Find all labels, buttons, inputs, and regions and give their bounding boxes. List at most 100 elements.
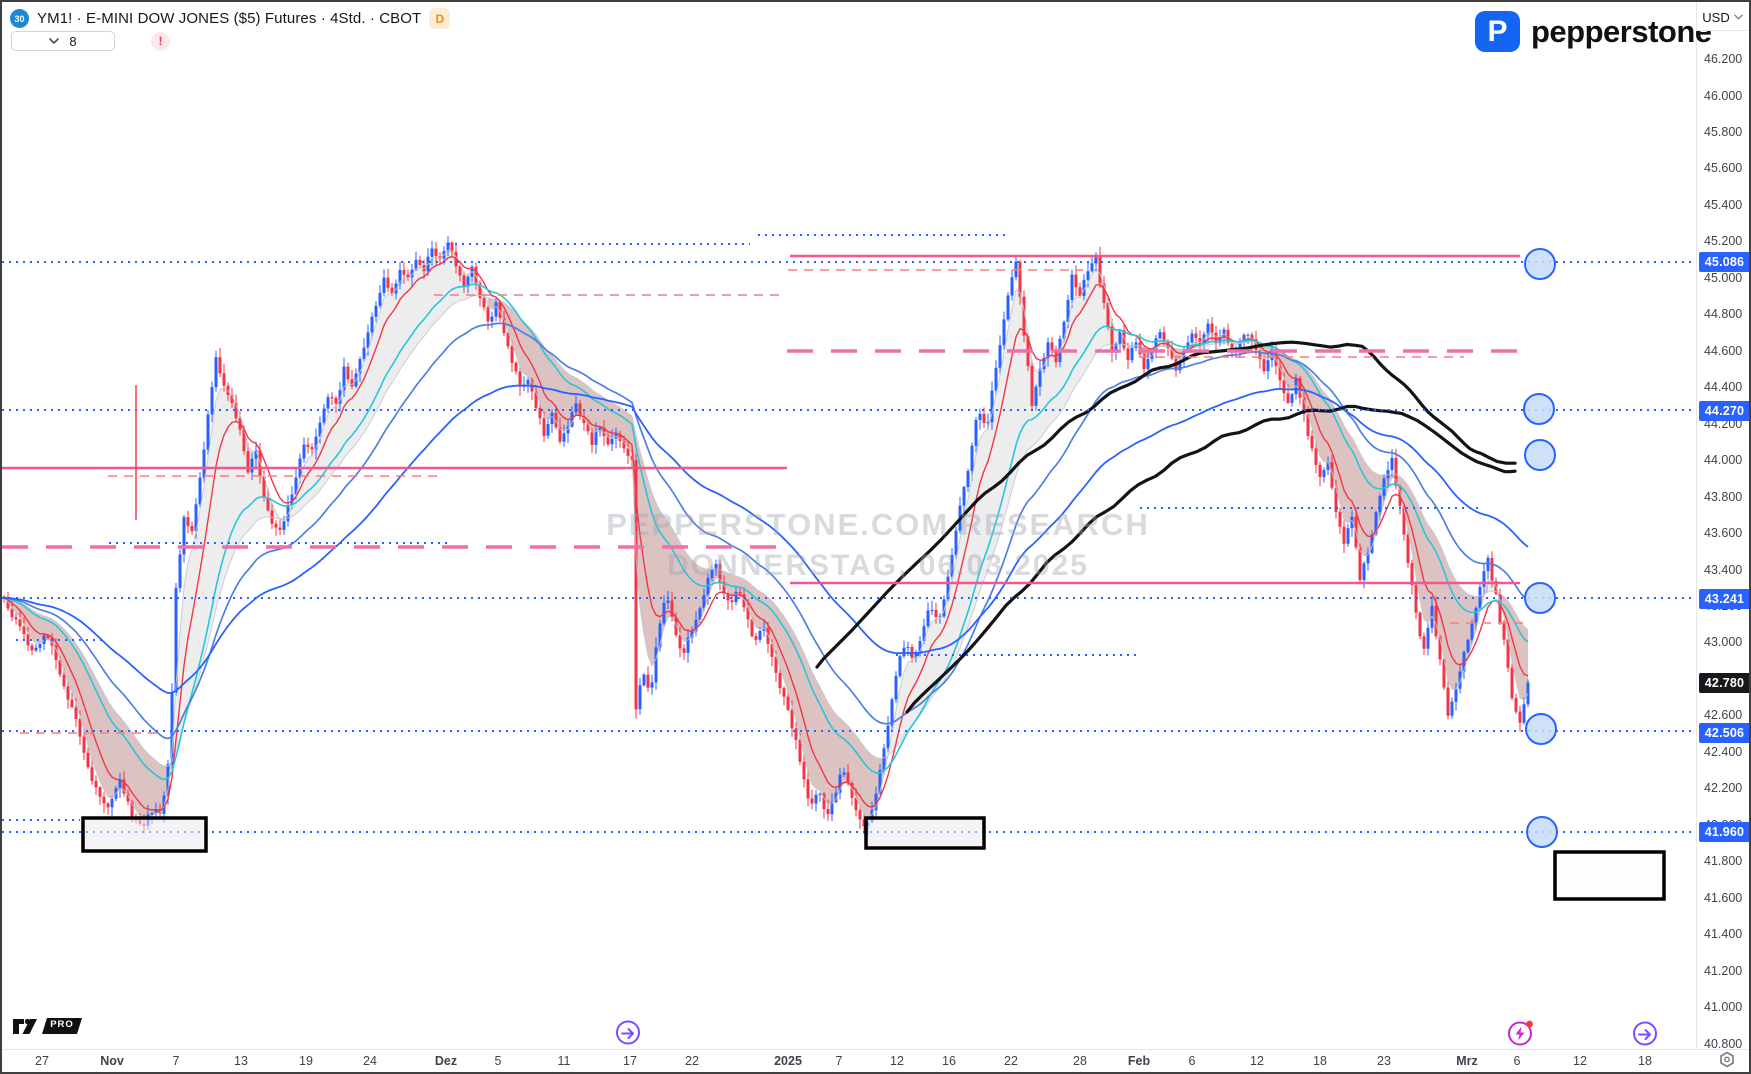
level-circle-marker[interactable] <box>1526 816 1558 848</box>
bars-count-value: 8 <box>69 33 77 49</box>
level-circle-marker[interactable] <box>1524 582 1556 614</box>
ma-cloud-bear <box>8 297 1528 820</box>
last-price-label: 42.780 <box>1699 672 1749 693</box>
time-tick: 16 <box>942 1054 956 1068</box>
time-tick: 18 <box>1638 1054 1652 1068</box>
time-tick: 7 <box>835 1054 843 1068</box>
level-price-label: 44.270 <box>1699 400 1749 421</box>
price-tick: 43.600 <box>1704 526 1743 540</box>
time-tick: Nov <box>100 1054 124 1068</box>
bars-count-button[interactable]: 8 <box>11 31 115 51</box>
drawing-box-1[interactable] <box>81 816 208 853</box>
price-tick: 45.600 <box>1704 161 1743 176</box>
ma-cloud-bull <box>4 250 1500 762</box>
time-tick: 19 <box>299 1054 313 1068</box>
level-circle-marker[interactable] <box>1524 439 1556 471</box>
symbol-logo-badge[interactable]: 30 <box>10 9 29 28</box>
replay-arrow-icon[interactable] <box>614 1019 642 1052</box>
black-trail-line-2[interactable] <box>905 404 1517 714</box>
flash-icon[interactable] <box>1504 1018 1536 1055</box>
price-axis-separator <box>1696 2 1697 1049</box>
timezone-hex-icon[interactable] <box>1717 1050 1737 1073</box>
price-tick: 42.200 <box>1704 781 1743 796</box>
pepperstone-wordmark: pepperstone <box>1531 13 1712 49</box>
level-price-label: 45.086 <box>1699 252 1749 273</box>
price-tick: 45.000 <box>1704 270 1743 285</box>
price-tick: 45.200 <box>1704 234 1743 249</box>
pepperstone-brand: P pepperstone <box>1475 11 1712 52</box>
price-tick: 41.000 <box>1704 1000 1743 1014</box>
time-tick: 24 <box>363 1054 377 1068</box>
candles[interactable] <box>2 236 1530 836</box>
price-tick: 41.200 <box>1704 963 1743 978</box>
time-tick: 28 <box>1073 1054 1087 1068</box>
price-tick: 43.800 <box>1704 489 1743 504</box>
alert-icon[interactable]: ! <box>151 31 170 51</box>
price-tick: 46.200 <box>1704 52 1743 66</box>
pro-label: PRO <box>50 1019 74 1030</box>
price-tick: 43.400 <box>1704 562 1743 577</box>
price-tick: 42.600 <box>1704 708 1743 723</box>
replay-arrow-icon[interactable] <box>1631 1020 1659 1053</box>
symbol-title[interactable]: YM1! · E-MINI DOW JONES ($5) Futures · 4… <box>37 10 422 27</box>
price-tick: 43.000 <box>1704 635 1743 650</box>
price-tick: 42.400 <box>1704 744 1743 759</box>
currency-value: USD <box>1702 9 1730 25</box>
price-tick: 44.800 <box>1704 307 1743 322</box>
time-axis-separator <box>2 1049 1749 1050</box>
price-tick: 44.600 <box>1704 343 1743 358</box>
time-tick: 17 <box>623 1054 637 1068</box>
level-circle-marker[interactable] <box>1523 393 1555 425</box>
time-tick: 23 <box>1377 1054 1391 1068</box>
interval-d-badge: D <box>429 8 451 29</box>
ema-blue-mid-line <box>3 322 1529 740</box>
drawing-box-3[interactable] <box>1553 850 1666 901</box>
chevron-down-icon <box>49 38 60 44</box>
price-tick: 44.000 <box>1704 453 1743 468</box>
price-tick: 45.400 <box>1704 197 1743 212</box>
time-tick: 22 <box>1004 1054 1018 1068</box>
price-tick: 41.400 <box>1704 927 1743 942</box>
price-tick: 41.800 <box>1704 854 1743 869</box>
price-tick: 41.600 <box>1704 890 1743 905</box>
level-price-label: 42.506 <box>1699 722 1749 743</box>
symbol-subheader: 8 ! <box>11 31 170 51</box>
time-tick: 2025 <box>774 1054 802 1068</box>
time-tick: 6 <box>1513 1054 1521 1068</box>
price-tick: 40.800 <box>1704 1036 1743 1051</box>
level-circle-marker[interactable] <box>1525 713 1557 745</box>
ema-cyan-line <box>3 283 1529 781</box>
time-tick: 18 <box>1313 1054 1327 1068</box>
time-tick: 12 <box>890 1054 904 1068</box>
symbol-header: 30 YM1! · E-MINI DOW JONES ($5) Futures … <box>10 8 451 29</box>
price-tick: 44.400 <box>1704 380 1743 395</box>
currency-selector[interactable]: USD <box>1696 4 1748 31</box>
time-tick: Feb <box>1127 1054 1151 1068</box>
level-price-label: 41.960 <box>1699 822 1749 842</box>
time-tick: 6 <box>1188 1054 1196 1068</box>
drawing-box-2[interactable] <box>864 816 986 850</box>
tradingview-logo-icon <box>13 1018 37 1034</box>
tradingview-pro-badge[interactable]: PRO <box>12 1017 82 1035</box>
price-tick: 46.000 <box>1704 88 1743 103</box>
time-tick: 27 <box>35 1054 49 1068</box>
pro-flag: PRO <box>42 1018 82 1034</box>
pepperstone-logo-icon: P <box>1475 11 1520 52</box>
black-trail-line-1[interactable] <box>815 340 1517 669</box>
time-tick: 22 <box>685 1054 699 1068</box>
price-tick: 45.800 <box>1704 124 1743 139</box>
time-tick: Mrz <box>1456 1054 1478 1068</box>
level-price-label: 43.241 <box>1699 588 1749 609</box>
ema-blue-slow-line <box>3 384 1529 694</box>
time-tick: 13 <box>234 1054 248 1068</box>
time-tick: Dez <box>434 1054 458 1068</box>
time-tick: 11 <box>557 1054 571 1068</box>
level-circle-marker[interactable] <box>1524 248 1556 280</box>
time-tick: 5 <box>494 1054 502 1068</box>
time-tick: 12 <box>1573 1054 1587 1068</box>
chevron-down-icon <box>1733 14 1743 20</box>
time-tick: 12 <box>1250 1054 1264 1068</box>
time-tick: 7 <box>172 1054 180 1068</box>
